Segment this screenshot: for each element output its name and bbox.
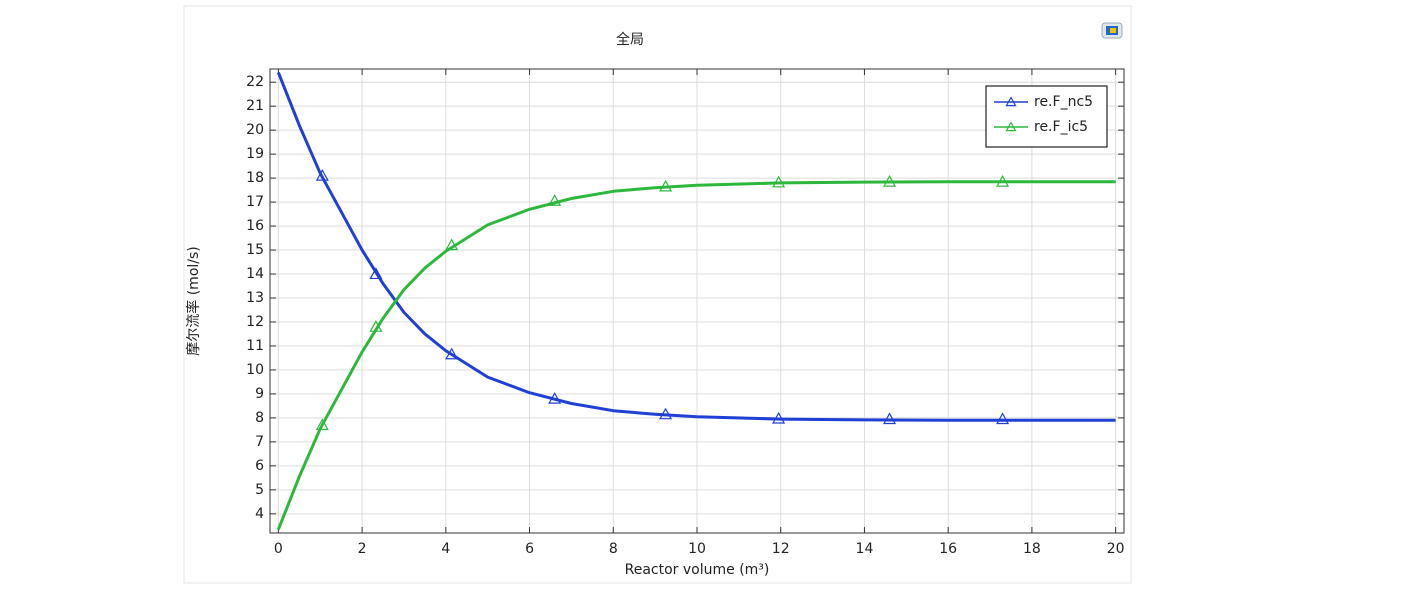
legend-box [985,85,1108,148]
x-tick-label: 6 [525,541,534,557]
x-axis-label: Reactor volume (m³) [625,562,770,578]
y-tick-label: 8 [255,410,264,426]
x-tick-label: 8 [609,541,618,557]
legend-marker [1005,121,1017,132]
y-tick-label: 6 [255,458,264,474]
x-tick-label: 18 [1023,541,1041,557]
marker [369,267,383,280]
plot-panel [183,5,1132,584]
series-line [276,72,1116,422]
legend-marker [1005,96,1017,107]
marker [772,411,786,424]
marker [883,412,897,425]
grid: 4 5 6 7 8 9 10 11 12 13 14 15 16 17 18 19 20 21 22 0 2 4 6 8 10 1… [246,69,1125,557]
series-line [276,180,1116,530]
y-tick-label: 4 [255,506,264,522]
y-tick-label: 12 [246,314,264,330]
y-tick-label: 16 [246,218,264,234]
y-tick-label: 11 [246,338,264,354]
marker [369,320,383,332]
y-tick-label: 5 [255,482,264,498]
y-tick-label: 18 [246,170,264,186]
marker [996,412,1010,425]
plot-icon [1101,22,1123,39]
y-tick-label: 10 [246,362,264,378]
x-tick-label: 16 [939,541,957,557]
y-tick-label: 17 [246,194,264,210]
legend-label: re.F_nc5 [1034,94,1093,110]
marker [445,238,459,251]
y-tick-label: 20 [246,122,264,138]
marker [548,194,562,206]
y-tick-label: 21 [246,98,264,114]
marker [315,168,329,181]
y-tick-label: 14 [246,266,264,282]
marker [772,175,786,188]
legend-label: re.F_ic5 [1034,119,1088,135]
x-tick-label: 14 [856,541,874,557]
legend: re.F_nc5 re.F_ic5 [985,85,1108,148]
x-tick-label: 4 [441,541,450,557]
y-tick-label: 13 [246,290,264,306]
x-tick-label: 10 [688,541,706,557]
y-tick-label: 9 [255,386,264,402]
plot-frame [269,68,1125,534]
marker [445,347,459,360]
marker [548,391,562,404]
x-tick-label: 0 [274,541,283,557]
y-tick-label: 15 [246,242,264,258]
y-tick-label: 19 [246,146,264,162]
marker [659,407,673,420]
y-axis-label: 摩尔流率 (mol/s) [185,246,202,355]
x-tick-label: 12 [772,541,790,557]
x-tick-label: 2 [358,541,367,557]
y-tick-label: 22 [246,74,264,90]
y-tick-label: 7 [255,434,264,450]
marker [315,418,329,431]
x-tick-label: 20 [1107,541,1125,557]
marker [659,179,673,192]
marker [996,174,1010,187]
marks [276,72,1116,530]
marker [883,174,897,187]
chart-title: 全局 [616,31,644,48]
